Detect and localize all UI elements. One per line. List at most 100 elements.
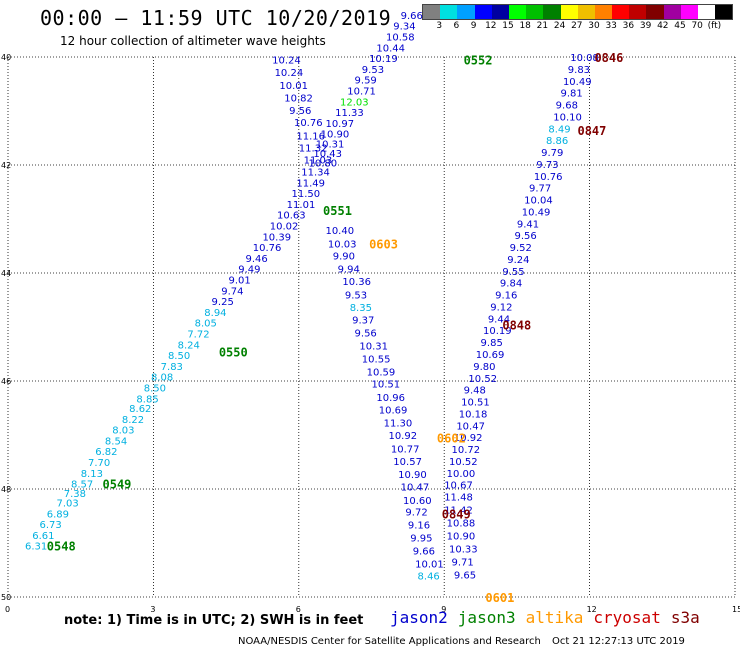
wave-height-value: 9.74 [221,286,243,297]
color-swatch [491,5,509,19]
wave-height-value: 10.63 [277,211,306,222]
wave-height-value: 10.33 [449,544,478,555]
wave-height-value: 9.79 [541,148,563,159]
color-swatch [715,5,733,19]
wave-height-value: 8.62 [129,404,151,415]
wave-height-value: 10.36 [342,277,371,288]
color-scale-label: 3 [436,21,443,31]
legend-entry: s3a [670,608,700,627]
legend-entry: altika [525,608,584,627]
color-scale-label: 18 [519,21,531,31]
wave-height-value: 9.80 [473,362,495,373]
wave-height-value: 11.01 [287,200,316,211]
pass-time-label: 0848 [502,318,531,332]
wave-height-value: 9.65 [454,570,476,581]
pass-time-label: 0551 [323,204,352,218]
wave-height-value: 10.51 [461,398,490,409]
wave-height-value: 10.24 [272,56,301,67]
wave-height-value: 10.00 [447,469,476,480]
color-swatch [594,5,613,19]
wave-height-value: 10.69 [379,406,408,417]
x-tick-label: 0 [5,605,10,614]
x-tick-label: 9 [441,605,446,614]
pass-time-label: 0602 [437,432,466,446]
wave-height-value: 10.58 [386,32,415,43]
legend-entry: jason2 [390,608,448,627]
wave-height-value: 9.77 [529,184,551,195]
wave-height-value: 10.51 [372,380,401,391]
wave-height-value: 10.77 [391,445,420,456]
wave-height-value: 10.03 [328,239,357,250]
wave-height-value: 10.80 [308,158,337,169]
wave-height-value: 9.44 [488,314,510,325]
wave-height-value: 8.54 [105,436,127,447]
satellite-legend: jason2 jason3 altika cryosat s3a [390,608,710,627]
wave-height-value: 10.49 [563,77,592,88]
y-tick-label: 44 [1,269,11,278]
wave-height-value: 9.95 [410,534,432,545]
color-swatch [629,5,647,19]
wave-height-value: 7.83 [161,362,183,373]
wave-height-value: 11.32 [299,144,328,155]
color-swatch [440,5,458,19]
color-scale-label: 39 [639,21,652,31]
wave-height-value: 9.59 [355,76,377,87]
color-scale-label: 70 [691,21,703,31]
wave-height-value: 9.25 [212,297,234,308]
footnote: note: 1) Time is in UTC; 2) SWH is in fe… [64,613,364,628]
wave-height-value: 11.30 [384,419,413,430]
wave-height-value: 11.33 [335,108,364,119]
wave-height-value: 10.52 [449,457,478,468]
wave-height-value: 10.90 [321,130,350,141]
color-scale-label: 6 [453,21,460,31]
wave-height-value: 10.90 [447,531,476,542]
wave-height-value: 9.71 [451,557,473,568]
y-tick-label: 48 [1,485,11,494]
wave-height-value: 10.69 [476,350,505,361]
wave-height-value: 10.72 [451,445,480,456]
wave-height-value: 8.13 [81,469,103,480]
wave-height-value: 10.40 [325,226,354,237]
wave-height-value: 8.08 [151,373,173,384]
color-swatch [680,5,698,19]
wave-height-value: 10.82 [284,94,313,105]
pass-time-label: 0847 [577,124,606,138]
x-tick-label: 3 [150,605,155,614]
wave-height-value: 9.83 [568,65,590,76]
credit-line: NOAA/NESDIS Center for Satellite Applica… [238,636,541,647]
wave-height-value: 7.72 [187,329,209,340]
wave-height-value: 9.48 [464,386,486,397]
wave-height-value: 8.03 [112,426,134,437]
wave-height-value: 10.02 [270,221,299,232]
wave-height-value: 9.81 [561,89,583,100]
color-scale-label: 33 [605,21,617,31]
wave-height-value: 7.03 [56,499,78,510]
wave-height-value: 9.53 [345,291,367,302]
wave-height-value: 10.55 [362,354,391,365]
wave-height-value: 9.66 [401,11,423,22]
wave-height-value: 10.08 [570,53,599,64]
color-swatch [508,5,527,19]
wave-height-value: 11.48 [444,493,473,504]
legend-entry: cryosat [593,608,661,627]
wave-height-value: 11.16 [296,131,325,142]
color-swatch [560,5,578,19]
wave-height-value: 8.24 [178,340,200,351]
wave-height-value: 10.90 [398,470,427,481]
wave-height-value: 7.70 [88,458,110,469]
color-swatch [423,5,441,19]
wave-height-value: 10.52 [468,374,497,385]
wave-height-value: 10.76 [253,243,282,254]
pass-time-label: 0549 [103,478,132,492]
chart-title: 00:00 – 11:59 UTC 10/20/2019 [40,6,392,30]
y-tick-label: 46 [1,377,11,386]
color-swatch [646,5,664,19]
color-scale-swatches [422,4,734,20]
wave-height-value: 10.71 [347,86,376,97]
wave-height-value: 9.46 [245,254,267,265]
color-swatch [663,5,681,19]
wave-height-value: 10.76 [534,172,563,183]
x-tick-label: 15 [732,605,740,614]
pass-time-label: 0849 [442,507,471,521]
wave-height-value: 9.37 [352,315,374,326]
